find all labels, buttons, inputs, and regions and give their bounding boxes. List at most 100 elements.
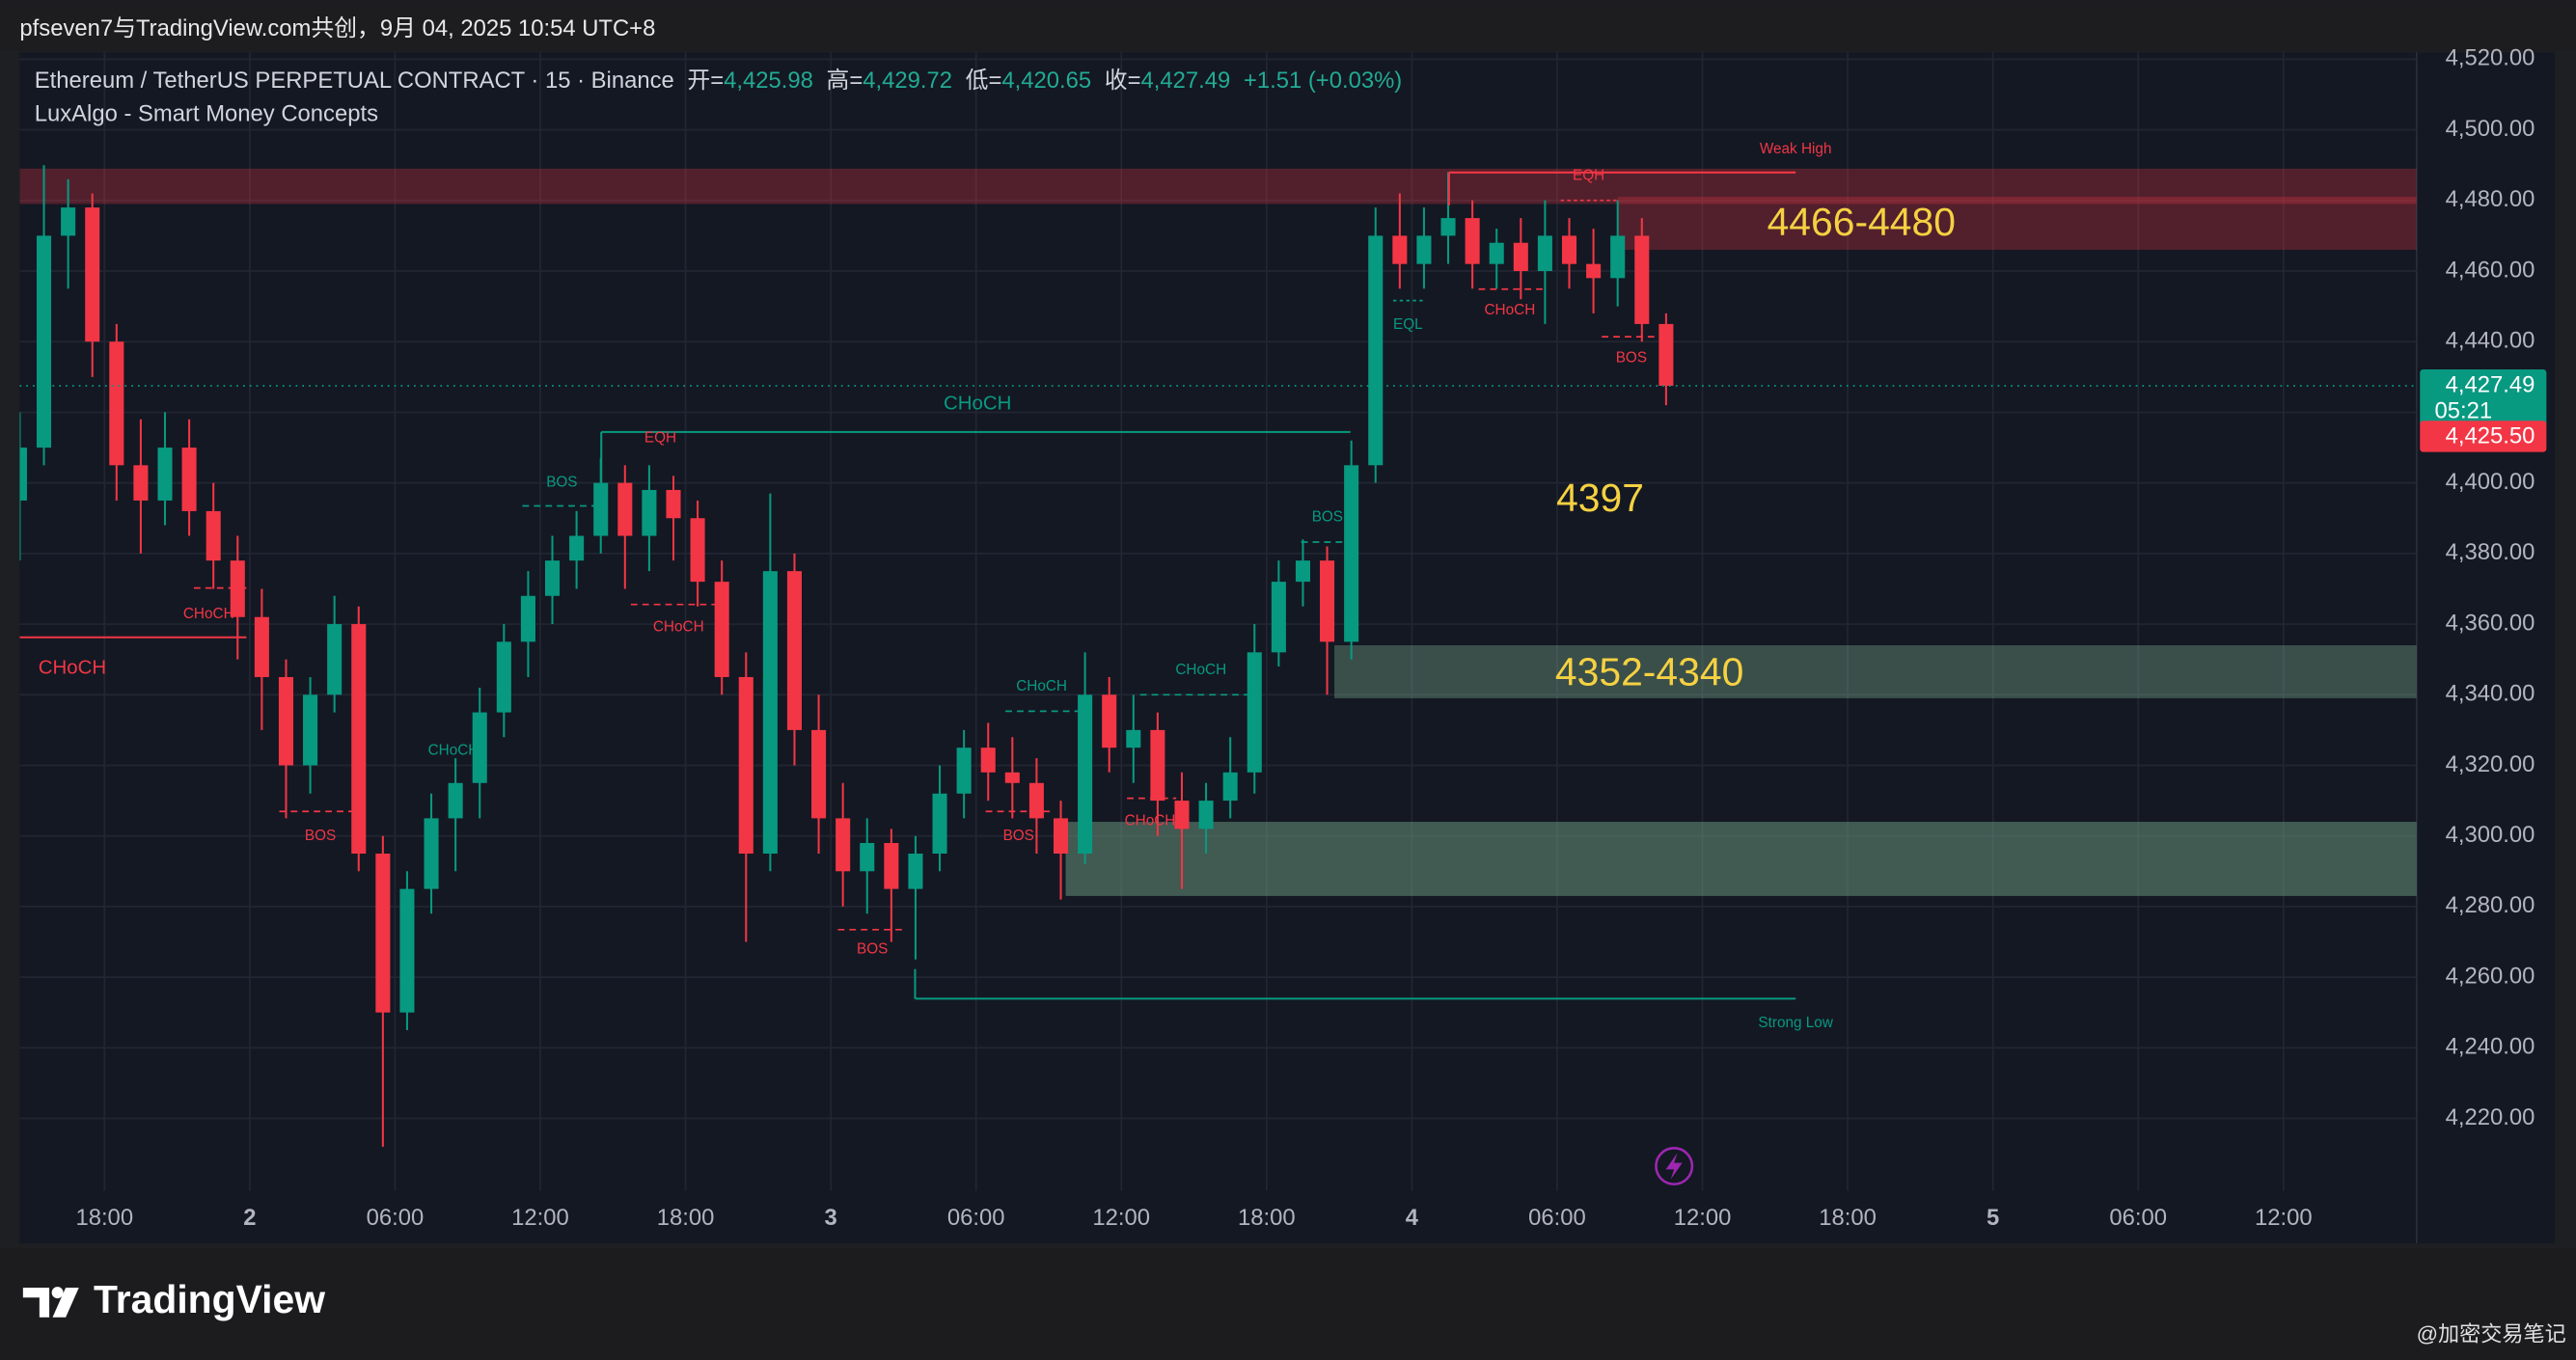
candle-body: [932, 793, 947, 854]
y-tick-label: 4,440.00: [2446, 328, 2535, 354]
top-bar: [0, 0, 2576, 51]
logo-shape: [22, 1288, 50, 1318]
candle-body: [1465, 218, 1480, 264]
candle-body: [1392, 235, 1408, 264]
structure-label: CHoCH: [1175, 662, 1226, 678]
candle-body: [19, 448, 27, 501]
candle-body: [1610, 235, 1626, 279]
footer: [0, 1248, 2576, 1360]
x-tick-label: 18:00: [1238, 1205, 1296, 1231]
candle-body: [1513, 242, 1528, 272]
structure-label: CHoCH: [428, 742, 480, 758]
candle-body: [1320, 560, 1335, 642]
candle-body: [1174, 801, 1190, 830]
structure-label: CHoCH: [1125, 812, 1176, 829]
x-tick-label: 06:00: [947, 1205, 1005, 1231]
last-price-label: 4,427.49: [2446, 371, 2535, 397]
legend-value: 4,429.72: [863, 68, 952, 94]
y-tick-label: 4,320.00: [2446, 751, 2535, 777]
y-tick-label: 4,280.00: [2446, 892, 2535, 918]
x-tick-label: 12:00: [2255, 1205, 2313, 1231]
annotation: 4466-4480: [1768, 200, 1956, 244]
candle-body: [1078, 694, 1093, 854]
zone: [1334, 645, 2417, 698]
alert-icon-bolt: [1665, 1153, 1683, 1180]
y-tick-label: 4,240.00: [2446, 1034, 2535, 1060]
y-tick-label: 4,360.00: [2446, 610, 2535, 636]
y-tick-label: 4,500.00: [2446, 116, 2535, 142]
candle-body: [520, 595, 535, 642]
candle-body: [1150, 729, 1165, 802]
candle-body: [980, 748, 996, 773]
candle-body: [1271, 582, 1286, 653]
alert-icon[interactable]: [1655, 1147, 1694, 1186]
structure-label: EQH: [1573, 167, 1604, 183]
structure-label: BOS: [546, 475, 577, 491]
legend-label: 高=: [827, 68, 863, 94]
candle-body: [278, 676, 294, 766]
legend-value: 4,427.49: [1141, 68, 1231, 94]
structure-label: BOS: [857, 940, 888, 957]
legend-change: +1.51 (+0.03%): [1244, 68, 1402, 94]
x-tick-label: 4: [1406, 1205, 1419, 1231]
candle-body: [85, 207, 100, 342]
structure-label: BOS: [1616, 349, 1647, 366]
candle-body: [472, 712, 487, 783]
structure-label: CHoCH: [944, 393, 1011, 414]
price-tag-label: 4,425.50: [2446, 423, 2535, 449]
y-tick-label: 4,220.00: [2446, 1104, 2535, 1130]
candle-body: [1561, 235, 1577, 264]
y-tick-label: 4,300.00: [2446, 822, 2535, 848]
zone: [19, 168, 2417, 204]
y-tick-label: 4,460.00: [2446, 257, 2535, 283]
legend: Ethereum / TetherUS PERPETUAL CONTRACT ·…: [35, 68, 1402, 94]
brand-name: TradingView: [94, 1277, 325, 1321]
countdown-label: 05:21: [2435, 398, 2493, 424]
structure-label: CHoCH: [1485, 302, 1536, 318]
candle-body: [230, 560, 245, 617]
indicator-name: LuxAlgo - Smart Money Concepts: [35, 101, 378, 127]
candle-body: [836, 818, 851, 872]
structure-label: CHoCH: [39, 657, 106, 678]
candle-body: [1053, 818, 1069, 854]
candle-body: [569, 535, 585, 561]
candle-body: [1658, 323, 1674, 387]
candle-body: [1586, 263, 1602, 279]
candle-body: [1368, 235, 1384, 466]
candle-body: [1440, 218, 1456, 236]
x-tick-label: 3: [824, 1205, 836, 1231]
x-tick-label: 18:00: [75, 1205, 133, 1231]
x-tick-label: 12:00: [1674, 1205, 1732, 1231]
y-tick-label: 4,400.00: [2446, 469, 2535, 495]
candle-body: [133, 465, 149, 501]
candle-body: [303, 694, 318, 766]
legend-label: 低=: [966, 68, 1002, 94]
candle-body: [738, 676, 754, 854]
candle-body: [1295, 560, 1310, 583]
structure-label: BOS: [1003, 828, 1034, 844]
last-price-tag: [2420, 368, 2547, 427]
x-tick-label: 12:00: [1092, 1205, 1150, 1231]
x-tick-label: 18:00: [657, 1205, 715, 1231]
candle-body: [786, 571, 802, 730]
legend-value: 4,425.98: [724, 68, 813, 94]
y-tick-label: 4,260.00: [2446, 963, 2535, 989]
candle-body: [544, 560, 561, 596]
annotation: 4397: [1556, 476, 1644, 520]
structure-label: CHoCH: [1016, 678, 1067, 694]
structure-label: CHoCH: [653, 619, 704, 636]
x-tick-label: 06:00: [2109, 1205, 2167, 1231]
structure-label: EQH: [644, 430, 676, 447]
candle-body: [956, 748, 972, 794]
candle-body: [593, 482, 609, 536]
annotation: 4352-4340: [1555, 650, 1743, 694]
candle-body: [1247, 652, 1262, 773]
zone: [1065, 822, 2417, 896]
header-title: pfseven7与TradingView.com共创，9月 04, 2025 1…: [19, 15, 655, 41]
candle-body: [1634, 235, 1650, 324]
y-tick-label: 4,520.00: [2446, 45, 2535, 71]
candle-body: [157, 448, 173, 501]
brand-logo: [22, 1287, 79, 1318]
